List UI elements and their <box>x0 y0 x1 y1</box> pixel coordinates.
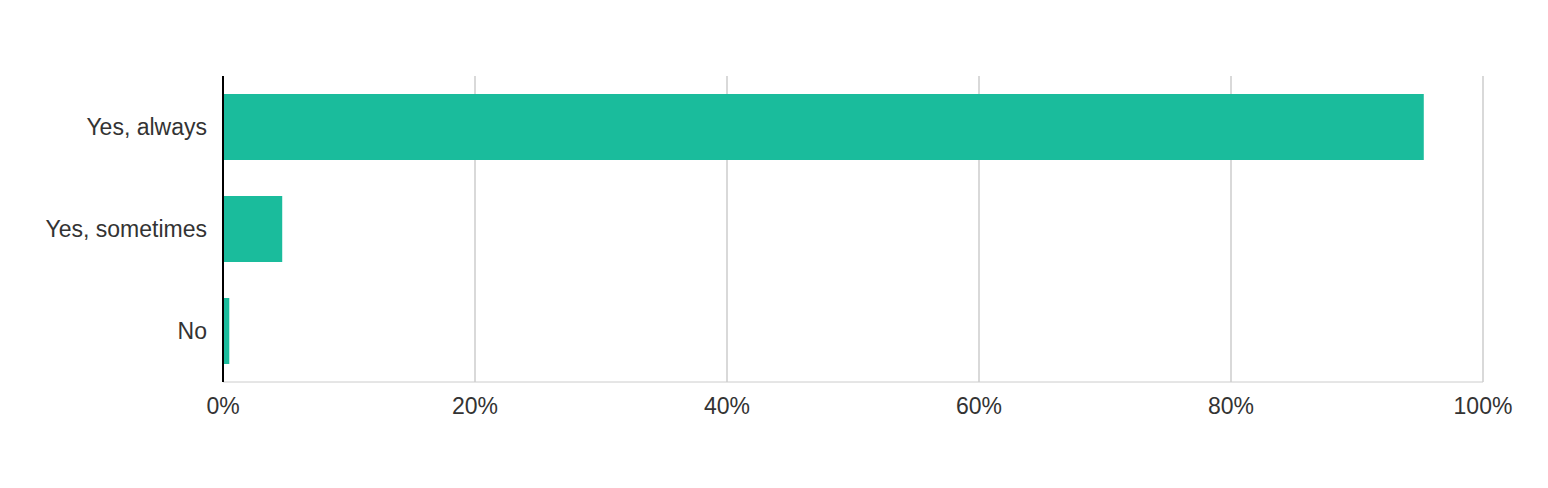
svg-text:20%: 20% <box>452 393 498 419</box>
svg-text:Yes, sometimes: Yes, sometimes <box>46 216 208 242</box>
svg-text:0%: 0% <box>206 393 239 419</box>
svg-text:60%: 60% <box>956 393 1002 419</box>
svg-text:Yes, always: Yes, always <box>86 114 207 140</box>
svg-text:No: No <box>178 318 207 344</box>
svg-text:40%: 40% <box>704 393 750 419</box>
svg-text:100%: 100% <box>1454 393 1513 419</box>
svg-text:80%: 80% <box>1208 393 1254 419</box>
